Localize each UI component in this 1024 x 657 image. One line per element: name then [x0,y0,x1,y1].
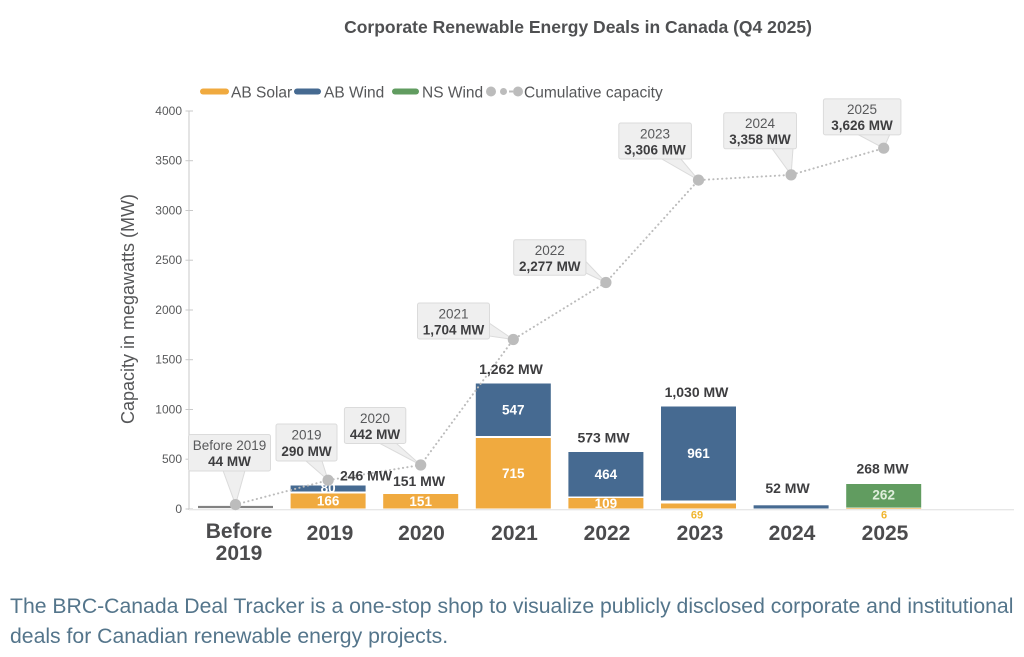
svg-text:2019: 2019 [307,522,354,545]
svg-text:246 MW: 246 MW [340,468,393,484]
svg-text:715: 715 [502,466,525,481]
svg-text:2022: 2022 [584,522,631,545]
svg-text:2020: 2020 [360,411,390,426]
svg-text:2025: 2025 [862,522,909,545]
svg-text:262: 262 [872,488,895,503]
svg-text:2024: 2024 [769,522,816,545]
svg-text:2022: 2022 [535,243,565,258]
svg-text:109: 109 [595,496,618,511]
svg-text:3,306 MW: 3,306 MW [624,142,686,157]
svg-text:44 MW: 44 MW [208,454,251,469]
svg-text:AB Wind: AB Wind [324,85,384,102]
svg-text:0: 0 [175,502,182,516]
svg-text:4000: 4000 [155,104,182,118]
svg-text:573 MW: 573 MW [577,430,630,446]
svg-text:Before: Before [206,520,273,543]
svg-text:2019: 2019 [216,542,263,565]
svg-text:Corporate Renewable Energy Dea: Corporate Renewable Energy Deals in Cana… [344,17,812,37]
svg-text:Capacity in megawatts (MW): Capacity in megawatts (MW) [118,194,138,424]
svg-text:961: 961 [687,446,710,461]
svg-text:52 MW: 52 MW [765,480,810,496]
svg-text:3,358 MW: 3,358 MW [729,132,791,147]
svg-text:80: 80 [321,481,336,496]
svg-text:442 MW: 442 MW [350,427,401,442]
svg-text:2024: 2024 [745,116,776,131]
svg-text:3,626 MW: 3,626 MW [831,118,893,133]
svg-text:1500: 1500 [155,353,182,367]
svg-text:151 MW: 151 MW [393,473,446,489]
svg-text:69: 69 [691,510,703,522]
svg-text:Cumulative capacity: Cumulative capacity [524,85,663,102]
svg-text:2023: 2023 [677,522,724,545]
svg-text:AB Solar: AB Solar [231,85,292,102]
svg-text:500: 500 [162,452,182,466]
svg-text:2019: 2019 [291,428,321,443]
svg-text:6: 6 [881,510,887,522]
svg-text:290 MW: 290 MW [281,444,332,459]
svg-text:2,277 MW: 2,277 MW [519,259,581,274]
svg-text:1,030 MW: 1,030 MW [665,384,730,400]
svg-text:2000: 2000 [155,303,182,317]
svg-text:268 MW: 268 MW [856,461,909,477]
svg-text:Before 2019: Before 2019 [193,438,267,453]
svg-text:166: 166 [317,494,340,509]
svg-text:151: 151 [409,494,432,509]
svg-text:2500: 2500 [155,253,182,267]
svg-text:2023: 2023 [640,126,670,141]
svg-text:1000: 1000 [155,403,182,417]
svg-text:1,262 MW: 1,262 MW [479,361,544,377]
svg-text:2025: 2025 [847,102,877,117]
svg-text:2021: 2021 [491,522,538,545]
svg-text:464: 464 [595,467,618,482]
svg-text:NS Wind: NS Wind [422,85,483,102]
svg-text:3000: 3000 [155,204,182,218]
svg-text:1,704 MW: 1,704 MW [423,322,485,337]
svg-text:2021: 2021 [438,306,468,321]
svg-text:3500: 3500 [155,154,182,168]
svg-text:2020: 2020 [398,522,445,545]
svg-text:547: 547 [502,403,525,418]
